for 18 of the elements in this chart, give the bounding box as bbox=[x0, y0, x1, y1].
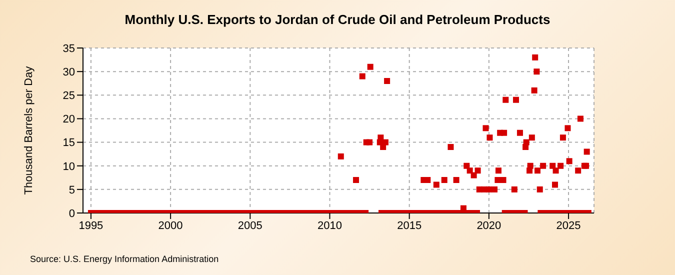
x-tick-label: 1995 bbox=[78, 220, 104, 232]
y-tick-label: 30 bbox=[62, 66, 75, 78]
x-tick-label: 2010 bbox=[318, 220, 342, 232]
y-tick-label: 5 bbox=[68, 184, 75, 196]
chart-title: Monthly U.S. Exports to Jordan of Crude Oil and Petroleum Products bbox=[124, 12, 552, 27]
y-tick-label: 25 bbox=[62, 90, 75, 102]
source-note: Source: U.S. Energy Information Administration bbox=[30, 254, 219, 264]
y-axis-title: Thousand Barrels per Day bbox=[22, 66, 35, 195]
x-tick-label: 2005 bbox=[238, 220, 262, 232]
y-tick-label: 35 bbox=[62, 42, 75, 55]
y-tick-label: 10 bbox=[62, 160, 75, 173]
x-tick-label: 2025 bbox=[556, 220, 581, 232]
x-tick-label: 2015 bbox=[397, 220, 422, 232]
y-tick-label: 20 bbox=[62, 114, 75, 126]
x-tick-label: 2000 bbox=[158, 220, 183, 232]
y-tick-label: 0 bbox=[68, 208, 75, 220]
x-tick-label: 2020 bbox=[476, 220, 502, 232]
y-tick-label: 15 bbox=[62, 137, 75, 150]
